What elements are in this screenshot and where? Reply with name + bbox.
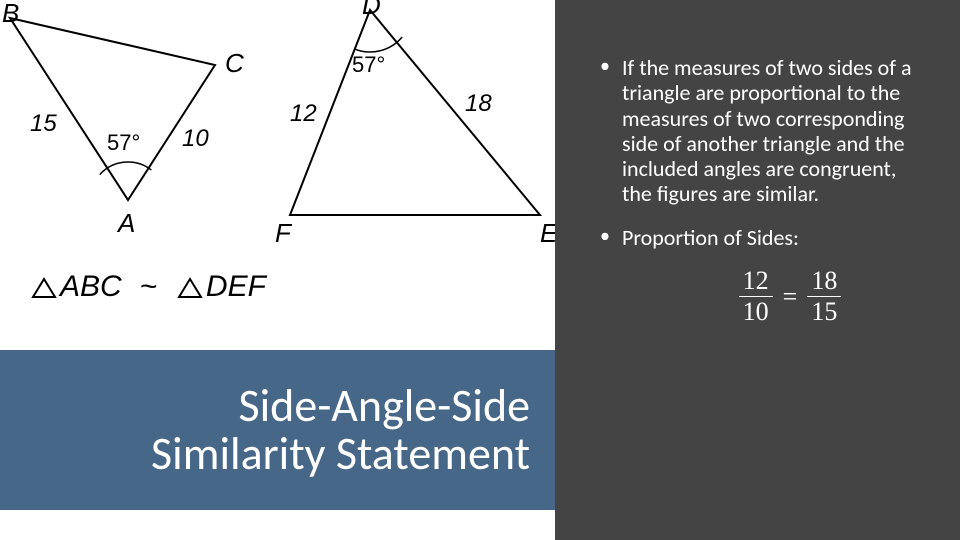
- triangle-def: [0, 0, 555, 250]
- angle-label-57-a: 57°: [107, 130, 140, 156]
- angle-label-57-d: 57°: [352, 52, 385, 78]
- denominator-2: 15: [807, 296, 841, 325]
- side-label-12: 12: [290, 100, 317, 128]
- vertex-label-b: B: [2, 0, 19, 29]
- proportion-label: Proportion of Sides:: [622, 225, 799, 250]
- title-line-2: Similarity Statement: [151, 430, 530, 478]
- proportion-equation: 12 10 = 18 15: [655, 268, 925, 325]
- side-label-15: 15: [30, 110, 57, 138]
- side-label-18: 18: [465, 90, 492, 118]
- bullet-icon: •: [600, 225, 610, 247]
- vertex-label-d: D: [362, 0, 381, 21]
- denominator-1: 10: [739, 296, 773, 325]
- fraction-right: 18 15: [807, 268, 841, 325]
- numerator-1: 12: [739, 268, 773, 296]
- vertex-label-c: C: [225, 48, 244, 79]
- title-line-1: Side-Angle-Side: [238, 382, 530, 430]
- similarity-left: ABC: [60, 270, 122, 303]
- fraction-left: 12 10: [739, 268, 773, 325]
- side-label-10: 10: [182, 125, 209, 153]
- equals-sign: =: [783, 282, 798, 312]
- diagram-area: B C A 15 10 57° D F E 12 18 57° ABC ~ DE…: [0, 0, 555, 330]
- similarity-statement: ABC ~ DEF: [30, 270, 266, 304]
- right-panel: • If the measures of two sides of a tria…: [555, 0, 960, 540]
- tilde-symbol: ~: [140, 270, 158, 303]
- bullet-icon: •: [600, 55, 610, 77]
- vertex-label-f: F: [275, 218, 291, 249]
- similarity-right: DEF: [206, 270, 266, 303]
- bullet-definition: • If the measures of two sides of a tria…: [600, 55, 925, 207]
- title-box: Side-Angle-Side Similarity Statement: [0, 350, 555, 510]
- bullet-proportion: • Proportion of Sides:: [600, 225, 925, 250]
- definition-text: If the measures of two sides of a triang…: [622, 55, 925, 207]
- vertex-label-a: A: [118, 208, 135, 239]
- triangle-symbol-icon: [176, 276, 204, 300]
- numerator-2: 18: [807, 268, 841, 296]
- triangle-symbol-icon: [30, 276, 58, 300]
